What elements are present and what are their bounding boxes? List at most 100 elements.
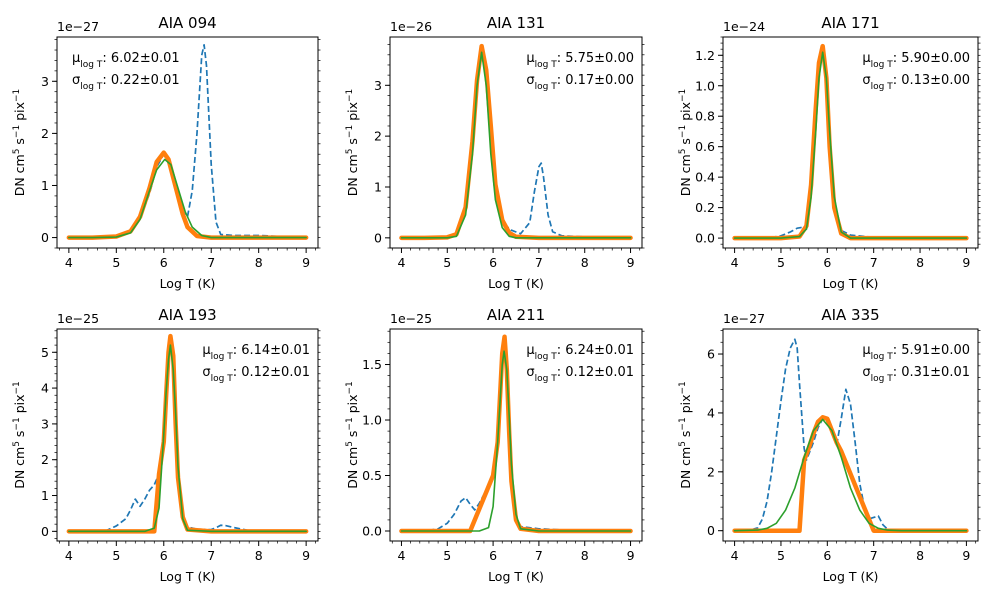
panel-6: 4 5 6 7 8 9 0 2 4 6 1e−27 AIA 335 Log T (K) DN cm5 s−… <box>678 306 981 584</box>
y-tick-label: 2 <box>41 126 49 141</box>
annotation-mu: μlog T: 5.91±0.00 <box>862 343 970 362</box>
series-line-gaussian <box>733 51 968 239</box>
series-line-gaussian <box>68 158 307 239</box>
annotation-mu: μlog T: 6.14±0.01 <box>202 343 310 362</box>
axes-frame <box>56 328 319 542</box>
annotation-sigma: σlog T: 0.17±0.00 <box>526 73 634 92</box>
x-tick-label: 9 <box>962 548 970 563</box>
y-tick-label: 0.2 <box>695 200 715 215</box>
panel-1: 4 5 6 7 8 9 0 1 2 3 1e−27 AIA 094 Log T (K) DN cm5 s−… <box>12 14 321 291</box>
series-line-response <box>68 43 307 239</box>
y-tick-label: 0 <box>374 230 382 245</box>
x-tick-label: 5 <box>443 548 451 563</box>
annotation-mu: μlog T: 6.24±0.01 <box>526 343 634 362</box>
series-group <box>732 43 969 241</box>
y-axis-label: DN cm5 s−1 pix−1 <box>678 89 693 197</box>
x-tick-label: 4 <box>731 255 739 270</box>
series-line-gaussian <box>400 51 632 239</box>
y-tick-label: 0 <box>707 523 715 538</box>
annotation-mu: μlog T: 5.75±0.00 <box>526 51 634 70</box>
y-tick-label: 0.0 <box>695 231 715 246</box>
annotation-value: : 0.12±0.01 <box>233 365 310 380</box>
y-tick-label: 0.8 <box>695 109 715 124</box>
x-tick-label: 6 <box>489 255 497 270</box>
y-tick-label: 2 <box>707 464 715 479</box>
x-tick-label: 9 <box>302 255 310 270</box>
x-tick-label: 8 <box>255 255 263 270</box>
x-tick-label: 7 <box>870 255 878 270</box>
y-tick-label: 1 <box>374 179 382 194</box>
x-tick-label: 9 <box>302 548 310 563</box>
y-tick-label: 0.0 <box>362 524 382 539</box>
series-group <box>399 43 633 241</box>
y-axis-label: DN cm5 s−1 pix−1 <box>12 89 27 197</box>
x-tick-label: 8 <box>916 548 924 563</box>
annotation-value: : 0.22±0.01 <box>102 73 179 88</box>
series-line-fit <box>732 415 969 533</box>
x-tick-label: 5 <box>112 255 120 270</box>
x-tick-label: 6 <box>823 255 831 270</box>
y-tick-label: 5 <box>41 345 49 360</box>
y-tick-label: 1 <box>41 488 49 503</box>
chart-title: AIA 193 <box>158 306 216 324</box>
y-tick-label: 4 <box>41 381 49 396</box>
series-line-gaussian <box>68 344 307 533</box>
x-tick-label: 8 <box>581 548 589 563</box>
series-line-gaussian <box>733 418 968 532</box>
x-axis-label: Log T (K) <box>823 569 879 584</box>
y-axis-label: DN cm5 s−1 pix−1 <box>345 381 360 489</box>
annotation-sigma: σlog T: 0.22±0.01 <box>72 73 180 92</box>
x-tick-label: 7 <box>207 548 215 563</box>
panel-5: 4 5 6 7 8 9 0.0 0.5 1.0 1.5 1e−25 AIA 211 Log T (K) D… <box>345 306 645 584</box>
series-line-fit <box>66 150 309 240</box>
y-offset-exponent: 1e−27 <box>57 19 99 34</box>
y-axis-label: DN cm5 s−1 pix−1 <box>345 89 360 197</box>
y-tick-label: 0.4 <box>695 170 715 185</box>
y-offset-exponent: 1e−27 <box>723 311 765 326</box>
x-tick-label: 4 <box>397 548 405 563</box>
y-axis-label: DN cm5 s−1 pix−1 <box>678 381 693 489</box>
annotation-sigma: σlog T: 0.31±0.01 <box>862 365 970 384</box>
axes-frame <box>389 328 643 542</box>
annotation-sigma: σlog T: 0.12±0.01 <box>202 365 310 384</box>
series-group <box>399 334 633 534</box>
y-tick-label: 3 <box>41 416 49 431</box>
y-offset-exponent: 1e−25 <box>57 311 99 326</box>
x-tick-label: 8 <box>916 255 924 270</box>
y-offset-exponent: 1e−25 <box>390 311 432 326</box>
series-group <box>66 43 309 240</box>
x-axis-label: Log T (K) <box>488 276 544 291</box>
y-offset-exponent: 1e−26 <box>390 19 432 34</box>
annotation-value: : 0.13±0.00 <box>893 73 970 88</box>
y-tick-label: 1 <box>41 178 49 193</box>
x-tick-label: 6 <box>489 548 497 563</box>
y-tick-label: 4 <box>707 405 715 420</box>
x-tick-label: 9 <box>962 255 970 270</box>
axes-frame <box>722 36 979 249</box>
annotation-value: : 0.31±0.01 <box>893 365 970 380</box>
axes-frame <box>56 36 319 249</box>
chart-title: AIA 211 <box>487 306 545 324</box>
series-group <box>66 333 309 534</box>
x-tick-label: 5 <box>112 548 120 563</box>
x-axis-label: Log T (K) <box>823 276 879 291</box>
x-axis-label: Log T (K) <box>488 569 544 584</box>
x-tick-label: 4 <box>65 255 73 270</box>
x-tick-label: 4 <box>731 548 739 563</box>
y-tick-label: 0.5 <box>362 468 382 483</box>
x-tick-label: 9 <box>627 548 635 563</box>
x-axis-label: Log T (K) <box>160 569 216 584</box>
y-tick-label: 2 <box>41 452 49 467</box>
x-tick-label: 5 <box>777 548 785 563</box>
y-tick-label: 6 <box>707 347 715 362</box>
x-tick-label: 5 <box>777 255 785 270</box>
annotation-mu: μlog T: 6.02±0.01 <box>72 51 180 70</box>
x-tick-label: 8 <box>255 548 263 563</box>
y-axis-label: DN cm5 s−1 pix−1 <box>12 381 27 489</box>
x-tick-label: 9 <box>627 255 635 270</box>
annotation-value: : 0.17±0.00 <box>557 73 634 88</box>
y-offset-exponent: 1e−24 <box>723 19 765 34</box>
x-tick-label: 5 <box>443 255 451 270</box>
y-tick-label: 0.6 <box>695 139 715 154</box>
